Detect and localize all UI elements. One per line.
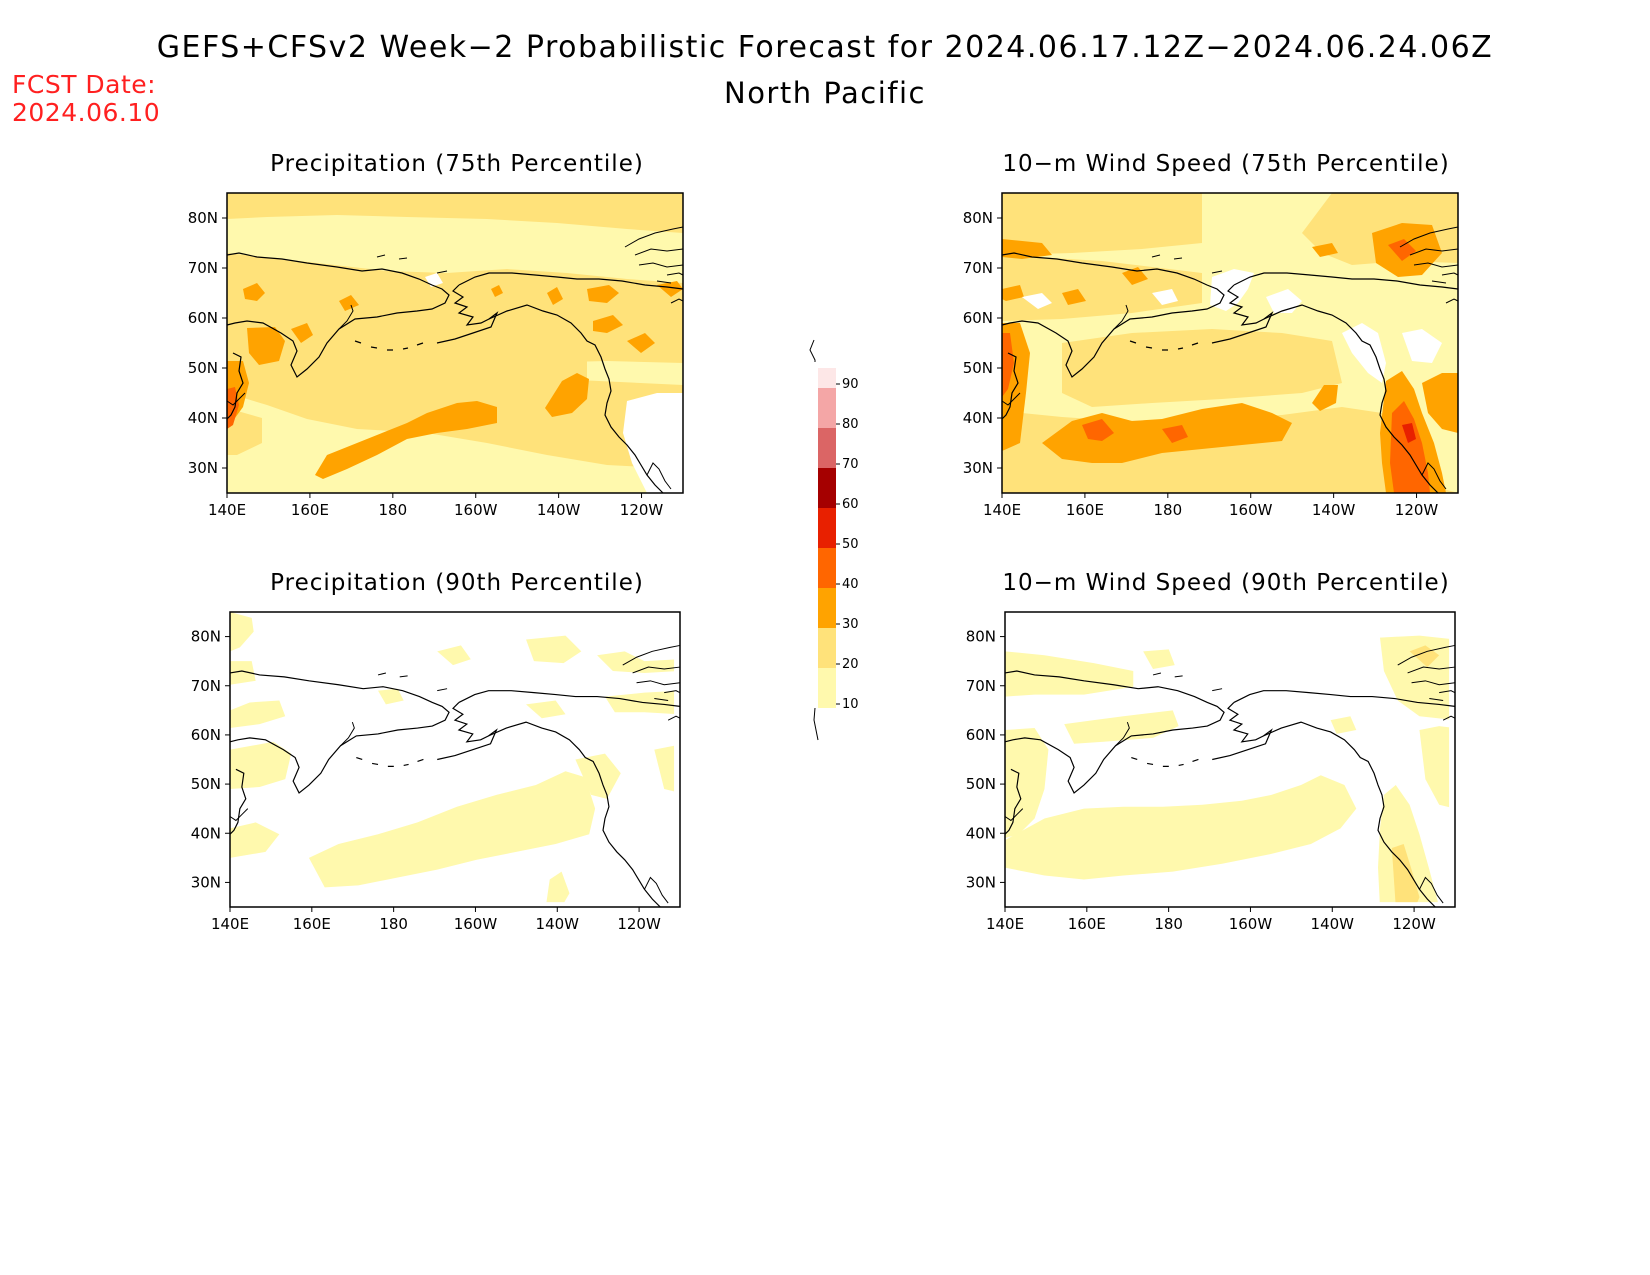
page-title: GEFS+CFSv2 Week−2 Probabilistic Forecast… bbox=[156, 30, 1494, 65]
map-precip-75 bbox=[226, 192, 684, 494]
colorbar-swatch bbox=[818, 468, 836, 508]
map-wind-90 bbox=[1004, 611, 1456, 908]
y-tick-label: 80N bbox=[188, 209, 218, 227]
x-tick-label: 180 bbox=[378, 501, 407, 519]
y-tick-label: 60N bbox=[963, 309, 993, 327]
colorbar-label: 10 bbox=[842, 697, 859, 712]
colorbar-swatch bbox=[818, 668, 836, 708]
y-tick-label: 60N bbox=[191, 726, 221, 744]
x-tick-label: 120W bbox=[1395, 501, 1439, 519]
y-tick-label: 30N bbox=[191, 873, 221, 891]
colorbar-label: 20 bbox=[842, 657, 859, 672]
colorbar-label: 50 bbox=[842, 537, 859, 552]
x-tick-label: 160E bbox=[291, 501, 329, 519]
y-tick-label: 70N bbox=[963, 259, 993, 277]
colorbar-swatch bbox=[818, 428, 836, 468]
y-tick-label: 40N bbox=[188, 409, 218, 427]
x-tick-label: 120W bbox=[1392, 915, 1436, 933]
panel-title-wind-75: 10−m Wind Speed (75th Percentile) bbox=[1002, 151, 1450, 177]
colorbar-swatch bbox=[818, 588, 836, 628]
map-wind-75 bbox=[1001, 192, 1459, 494]
colorbar-swatch bbox=[818, 368, 836, 388]
colorbar-swatch bbox=[818, 508, 836, 548]
axes-layer: 140E 160E 180 160W 140W 120W 80N 70N 60N 50N 40N 30… bbox=[188, 209, 1439, 933]
colorbar-label: 60 bbox=[842, 497, 859, 512]
y-tick-label: 60N bbox=[188, 309, 218, 327]
panel-title-wind-90: 10−m Wind Speed (90th Percentile) bbox=[1002, 570, 1450, 596]
x-tick-label: 180 bbox=[379, 915, 408, 933]
x-tick-label: 180 bbox=[1154, 915, 1183, 933]
x-tick-label: 160W bbox=[454, 501, 498, 519]
colorbar-label: 70 bbox=[842, 457, 859, 472]
x-tick-label: 160W bbox=[1229, 501, 1273, 519]
x-tick-label: 140W bbox=[1312, 501, 1356, 519]
y-tick-label: 80N bbox=[963, 209, 993, 227]
colorbar-label: 30 bbox=[842, 617, 859, 632]
panel-title-precip-90: Precipitation (90th Percentile) bbox=[270, 570, 644, 596]
colorbar-label: 90 bbox=[842, 377, 859, 392]
x-tick-label: 140E bbox=[208, 501, 246, 519]
colorbar-swatch bbox=[818, 628, 836, 668]
y-tick-label: 30N bbox=[966, 873, 996, 891]
colorbar-label: 40 bbox=[842, 577, 859, 592]
y-tick-label: 40N bbox=[963, 409, 993, 427]
region-subtitle: North Pacific bbox=[724, 76, 926, 110]
x-tick-label: 140E bbox=[983, 501, 1021, 519]
map-precip-90 bbox=[229, 611, 681, 908]
x-tick-label: 180 bbox=[1153, 501, 1182, 519]
x-tick-label: 160W bbox=[1229, 915, 1273, 933]
x-tick-label: 140E bbox=[211, 915, 249, 933]
forecast-date-label: FCST Date: bbox=[12, 70, 157, 99]
y-tick-label: 70N bbox=[191, 677, 221, 695]
x-tick-label: 160W bbox=[454, 915, 498, 933]
colorbar-swatch bbox=[818, 548, 836, 588]
y-tick-label: 70N bbox=[966, 677, 996, 695]
y-tick-label: 80N bbox=[191, 628, 221, 646]
y-tick-label: 60N bbox=[966, 726, 996, 744]
x-tick-label: 140W bbox=[537, 501, 581, 519]
y-tick-label: 30N bbox=[963, 459, 993, 477]
forecast-date-value: 2024.06.10 bbox=[12, 98, 161, 127]
y-tick-label: 30N bbox=[188, 459, 218, 477]
x-tick-label: 140W bbox=[1311, 915, 1355, 933]
x-tick-label: 140W bbox=[536, 915, 580, 933]
colorbar-label: 80 bbox=[842, 417, 859, 432]
x-tick-label: 140E bbox=[986, 915, 1024, 933]
y-tick-label: 40N bbox=[966, 824, 996, 842]
y-tick-label: 80N bbox=[966, 628, 996, 646]
x-tick-label: 160E bbox=[1068, 915, 1106, 933]
y-tick-label: 50N bbox=[191, 775, 221, 793]
y-tick-label: 50N bbox=[963, 359, 993, 377]
x-tick-label: 160E bbox=[293, 915, 331, 933]
panel-title-precip-75: Precipitation (75th Percentile) bbox=[270, 151, 644, 177]
x-tick-label: 160E bbox=[1066, 501, 1104, 519]
y-tick-label: 70N bbox=[188, 259, 218, 277]
colorbar: 10 20 30 40 50 60 70 80 90 bbox=[809, 339, 859, 741]
y-tick-label: 50N bbox=[966, 775, 996, 793]
y-tick-label: 40N bbox=[191, 824, 221, 842]
colorbar-swatch bbox=[818, 388, 836, 428]
x-tick-label: 120W bbox=[620, 501, 664, 519]
x-tick-label: 120W bbox=[617, 915, 661, 933]
y-tick-label: 50N bbox=[188, 359, 218, 377]
